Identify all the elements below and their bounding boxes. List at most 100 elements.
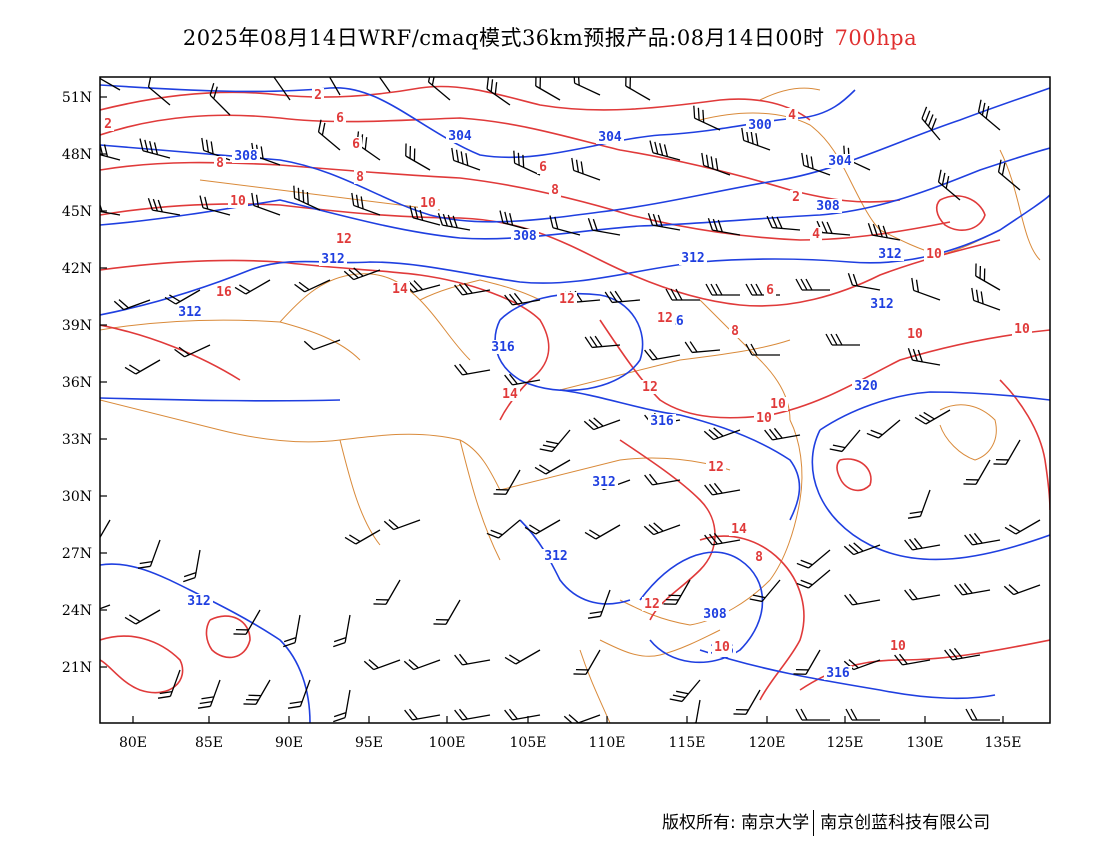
temperature-contour <box>205 615 251 659</box>
height-contour <box>100 397 341 402</box>
boundary-line <box>499 457 731 491</box>
temp-label-bg <box>754 411 774 425</box>
wind-barb <box>137 539 161 569</box>
wind-barb <box>801 152 831 176</box>
wind-barb <box>147 77 171 106</box>
credit-left: 版权所有: 南京大学 <box>662 813 810 833</box>
height-contour <box>559 389 801 521</box>
y-tick-label: 51N <box>62 90 92 106</box>
temp-label: 6 <box>352 137 360 152</box>
height-label-bg <box>446 129 474 143</box>
temperature-contours <box>100 85 1050 701</box>
temp-label: 10 <box>907 327 923 342</box>
height-label-bg <box>232 149 260 163</box>
temperature-contour <box>100 161 951 241</box>
title-level: 700hpa <box>834 26 918 50</box>
temp-label-bg <box>228 194 248 208</box>
temp-label-bg <box>753 550 765 564</box>
wind-barb <box>273 77 291 101</box>
boundary-line <box>579 649 611 723</box>
wind-barb <box>914 409 951 425</box>
temp-label-bg <box>312 88 324 102</box>
temp-label: 10 <box>770 397 786 412</box>
wind-barb <box>234 279 271 295</box>
wind-barb <box>843 659 881 671</box>
height-label-bg <box>319 252 347 266</box>
wind-barb <box>317 119 341 151</box>
height-contour <box>819 391 1050 431</box>
height-label-bg <box>596 130 624 144</box>
temp-label: 14 <box>502 387 518 402</box>
temp-label: 8 <box>755 550 763 565</box>
height-label-bg <box>511 229 539 243</box>
wind-barb <box>100 143 121 161</box>
temp-label: 8 <box>356 170 364 185</box>
wind-barb <box>1004 519 1041 535</box>
wind-barb <box>741 127 771 151</box>
height-contour <box>100 563 311 723</box>
wind-barb <box>454 653 491 666</box>
wind-barb <box>333 689 351 723</box>
y-tick-label: 42N <box>62 261 92 277</box>
temperature-contour <box>699 535 805 701</box>
height-label: 308 <box>234 149 258 164</box>
temp-label-bg <box>537 160 549 174</box>
wind-barbs <box>100 77 1041 723</box>
temp-label-bg <box>334 232 354 246</box>
wind-barb <box>409 205 441 226</box>
wind-barb <box>344 529 381 545</box>
temp-label: 12 <box>559 292 575 307</box>
wind-barb <box>847 273 881 291</box>
temp-label-bg <box>500 387 520 401</box>
x-tick-label: 115E <box>669 735 706 751</box>
height-label: 300 <box>748 118 772 133</box>
temperature-contour <box>100 85 811 121</box>
wind-barb <box>573 77 601 96</box>
temperature-contour <box>100 203 1001 307</box>
temp-label: 6 <box>336 111 344 126</box>
height-label: 308 <box>703 607 727 622</box>
wind-barb <box>643 522 681 536</box>
height-label-bg <box>648 414 676 428</box>
credits: 版权所有: 南京大学 南京创蓝科技有限公司 <box>662 808 990 836</box>
temp-label-bg <box>712 640 732 654</box>
height-label: 304 <box>598 130 622 145</box>
wind-barb <box>704 482 741 496</box>
temperature-contour <box>619 439 716 621</box>
temp-label: 10 <box>890 639 906 654</box>
wind-barb <box>693 105 721 131</box>
wind-barb <box>174 344 211 358</box>
wind-barb <box>124 359 161 375</box>
height-contour <box>494 292 644 392</box>
temperature-contour <box>100 635 184 694</box>
wind-barb <box>584 524 621 540</box>
temperature-contour <box>100 324 241 381</box>
temperature-contour <box>599 319 1050 419</box>
temp-label-bg <box>334 111 346 125</box>
temp-label: 8 <box>551 183 559 198</box>
wind-barb <box>867 223 901 241</box>
wind-barb <box>684 341 721 354</box>
y-tick-label: 24N <box>62 603 92 619</box>
temp-label-bg <box>354 170 366 184</box>
y-tick-label: 48N <box>62 147 92 163</box>
temp-label-bg <box>905 327 925 341</box>
wind-barb <box>573 649 601 675</box>
x-tick-label: 85E <box>195 735 223 751</box>
wind-barb <box>100 77 121 91</box>
wind-barb <box>100 519 111 545</box>
x-tick-label: 100E <box>429 735 466 751</box>
y-tick-label: 45N <box>62 204 92 220</box>
credit-right: 南京创蓝科技有限公司 <box>820 813 991 833</box>
wind-barb <box>513 150 541 176</box>
province-boundaries <box>100 87 1041 723</box>
height-label-bg <box>852 379 880 393</box>
temp-label-bg <box>350 137 362 151</box>
wind-barb <box>825 333 860 346</box>
temp-label: 4 <box>788 108 796 123</box>
wind-barb <box>183 549 201 583</box>
wind-barb <box>325 77 341 96</box>
wind-barb <box>351 192 381 216</box>
temp-label: 2 <box>792 190 800 205</box>
wind-barb <box>683 699 701 723</box>
